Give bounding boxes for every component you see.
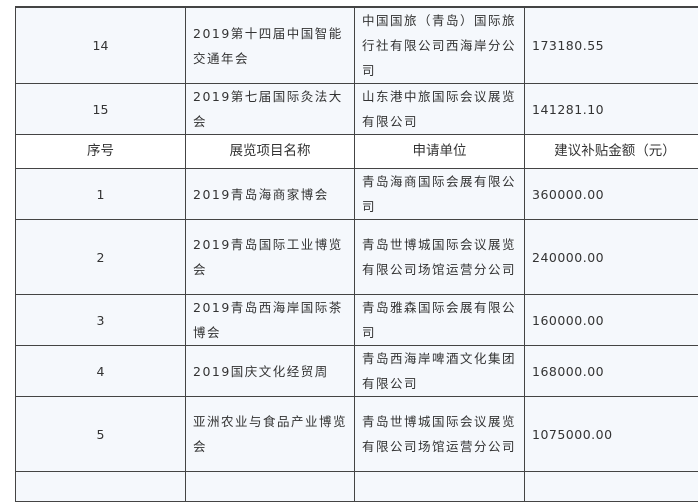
row-amount: 240000.00 (525, 220, 698, 295)
row-index: 14 (16, 8, 186, 84)
table-row: 5 亚洲农业与食品产业博览会 青岛世博城国际会议展览有限公司场馆运营分公司 10… (16, 397, 698, 472)
row-applicant: 青岛雅森国际会展有限公司 (355, 295, 525, 346)
row-name: 2019国庆文化经贸周 (186, 346, 355, 397)
row-name: 亚洲农业与食品产业博览会 (186, 397, 355, 472)
header-amount: 建议补贴金额（元） (525, 135, 698, 169)
subsidy-table: 14 2019第十四届中国智能交通年会 中国国旅（青岛）国际旅行社有限公司西海岸… (15, 6, 698, 502)
row-applicant: 山东港中旅国际会议展览有限公司 (355, 84, 525, 135)
table-row: 1 2019青岛海商家博会 青岛海商国际会展有限公司 360000.00 (16, 169, 698, 220)
row-name: 2019第十四届中国智能交通年会 (186, 8, 355, 84)
row-amount: 160000.00 (525, 295, 698, 346)
row-applicant: 青岛西海岸啤酒文化集团有限公司 (355, 346, 525, 397)
row-name: 2019青岛海商家博会 (186, 169, 355, 220)
row-name: 2019青岛西海岸国际茶博会 (186, 295, 355, 346)
table-row-partial (16, 472, 698, 502)
row-applicant: 青岛世博城国际会议展览有限公司场馆运营分公司 (355, 220, 525, 295)
row-index: 1 (16, 169, 186, 220)
table-row: 3 2019青岛西海岸国际茶博会 青岛雅森国际会展有限公司 160000.00 (16, 295, 698, 346)
row-index: 15 (16, 84, 186, 135)
header-index: 序号 (16, 135, 186, 169)
table-row: 2 2019青岛国际工业博览会 青岛世博城国际会议展览有限公司场馆运营分公司 2… (16, 220, 698, 295)
row-index: 3 (16, 295, 186, 346)
row-amount: 1075000.00 (525, 397, 698, 472)
row-name: 2019青岛国际工业博览会 (186, 220, 355, 295)
header-name: 展览项目名称 (186, 135, 355, 169)
row-name: 2019第七届国际灸法大会 (186, 84, 355, 135)
row-amount: 360000.00 (525, 169, 698, 220)
row-amount: 141281.10 (525, 84, 698, 135)
row-applicant: 青岛世博城国际会议展览有限公司场馆运营分公司 (355, 397, 525, 472)
row-amount: 168000.00 (525, 346, 698, 397)
row-applicant: 中国国旅（青岛）国际旅行社有限公司西海岸分公司 (355, 8, 525, 84)
header-applicant: 申请单位 (355, 135, 525, 169)
table-header: 序号 展览项目名称 申请单位 建议补贴金额（元） (16, 135, 698, 169)
row-index: 4 (16, 346, 186, 397)
table-row: 14 2019第十四届中国智能交通年会 中国国旅（青岛）国际旅行社有限公司西海岸… (16, 8, 698, 84)
row-amount: 173180.55 (525, 8, 698, 84)
row-index: 5 (16, 397, 186, 472)
table-row: 4 2019国庆文化经贸周 青岛西海岸啤酒文化集团有限公司 168000.00 (16, 346, 698, 397)
row-applicant: 青岛海商国际会展有限公司 (355, 169, 525, 220)
table-row: 15 2019第七届国际灸法大会 山东港中旅国际会议展览有限公司 141281.… (16, 84, 698, 135)
row-index: 2 (16, 220, 186, 295)
